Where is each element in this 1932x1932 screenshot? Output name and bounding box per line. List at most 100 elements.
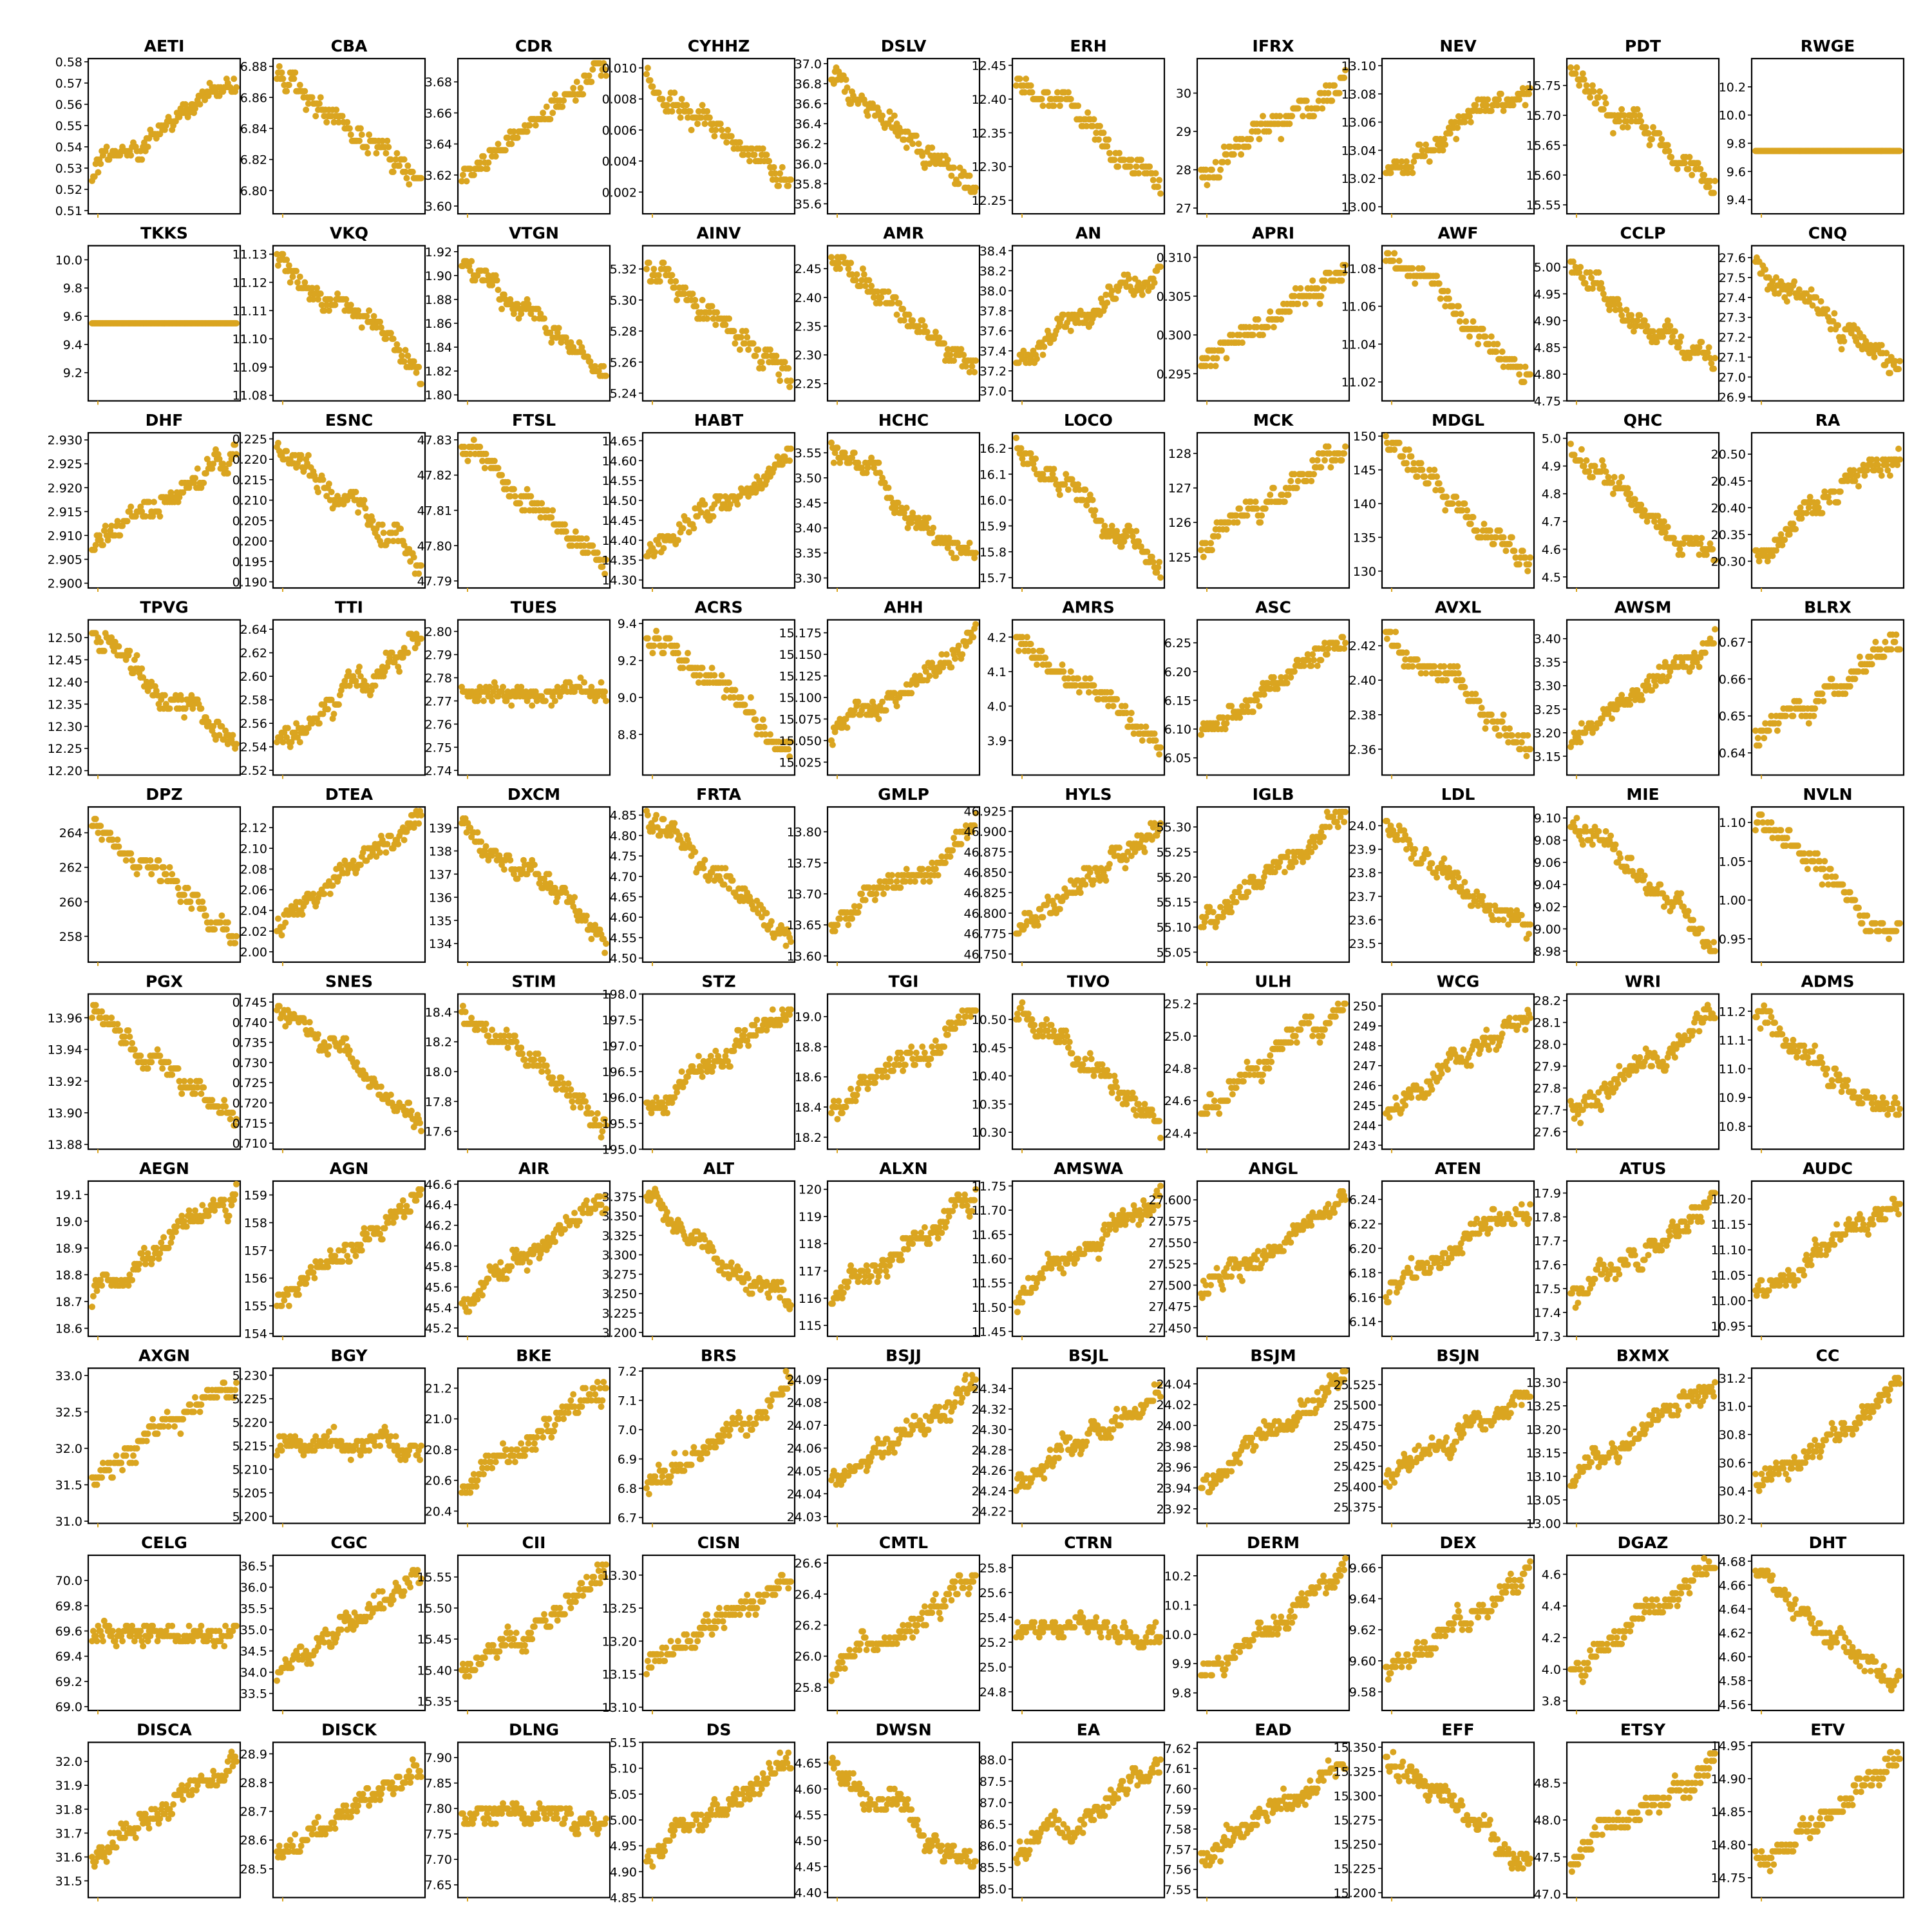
data-point (1590, 88, 1597, 95)
data-point (829, 741, 836, 748)
panel-title: ASC (1255, 598, 1291, 617)
data-point (674, 296, 681, 303)
data-point (773, 176, 780, 183)
y-tick-label: 27.6 (1719, 251, 1746, 265)
data-point (1583, 457, 1590, 464)
panel-title: TUES (511, 598, 557, 617)
data-point (100, 647, 108, 654)
data-point (1616, 301, 1623, 308)
y-tick-label: 6.15 (1164, 694, 1191, 708)
y-tick-label: 11.12 (232, 276, 267, 290)
data-point (1089, 497, 1096, 504)
y-tick-label: 0.002 (602, 185, 637, 200)
data-point (366, 131, 373, 138)
data-point (1318, 292, 1325, 299)
y-tick-label: 5.00 (1534, 261, 1561, 275)
data-point (1314, 457, 1321, 464)
data-point (1586, 468, 1593, 475)
y-tick-label: 2.930 (48, 433, 82, 448)
data-point (363, 144, 370, 151)
data-point (1122, 703, 1129, 710)
data-point (358, 131, 365, 138)
data-point (1110, 703, 1117, 710)
data-point (1508, 534, 1515, 541)
data-point (1516, 96, 1523, 103)
data-point (194, 465, 201, 472)
data-point (1475, 341, 1482, 348)
data-point (390, 168, 397, 175)
data-point (598, 679, 605, 686)
data-point (959, 651, 966, 658)
data-point (1660, 518, 1667, 525)
data-point (1039, 102, 1046, 109)
data-point (1283, 679, 1291, 687)
data-point (1082, 486, 1089, 493)
data-point (885, 484, 892, 491)
data-point (1605, 473, 1612, 480)
data-point (1522, 363, 1529, 370)
data-point (1309, 651, 1316, 658)
data-point (767, 731, 773, 738)
data-point (1217, 166, 1224, 173)
data-point (363, 313, 370, 319)
data-point (317, 94, 324, 101)
data-point (1139, 291, 1146, 298)
y-tick-label: 125 (1168, 551, 1191, 565)
y-tick-label: 12.50 (48, 631, 82, 645)
data-point (972, 184, 979, 191)
y-tick-label: 2.58 (240, 694, 267, 708)
data-point (1667, 323, 1674, 330)
data-point (893, 311, 900, 318)
data-point (1142, 723, 1150, 730)
y-tick-label: 14.30 (602, 574, 637, 588)
data-point (1157, 744, 1164, 751)
data-point (588, 79, 595, 86)
data-point (366, 307, 373, 314)
data-point (1598, 285, 1605, 292)
data-point (124, 518, 131, 525)
data-point (418, 635, 424, 642)
data-point (923, 328, 931, 336)
data-point (372, 682, 379, 689)
y-tick-label: 47.83 (417, 433, 452, 448)
data-point (559, 103, 566, 110)
y-tick-label: 4.90 (1534, 314, 1561, 328)
data-point (285, 262, 292, 269)
data-point (711, 133, 718, 140)
data-point (1278, 136, 1285, 142)
data-point (1152, 170, 1159, 177)
data-point (929, 144, 936, 151)
y-tick-label: 1.90 (425, 269, 452, 283)
data-point (1075, 675, 1081, 682)
data-point (551, 91, 558, 98)
data-point (743, 328, 750, 335)
data-point (495, 464, 502, 471)
data-point (97, 638, 104, 645)
y-tick-label: 2.52 (240, 764, 267, 778)
data-point (477, 159, 484, 166)
data-point (1580, 462, 1587, 469)
panel-title: ACRS (695, 598, 743, 617)
data-point (755, 346, 762, 353)
data-point (1342, 443, 1349, 450)
data-point (955, 180, 962, 187)
data-point (1511, 355, 1518, 363)
data-point (1252, 498, 1259, 506)
y-tick-label: 20.45 (1711, 475, 1746, 489)
data-point (233, 84, 240, 91)
panel-title: DSLV (881, 37, 927, 55)
data-point (737, 694, 744, 701)
data-point (866, 277, 873, 284)
data-point (1864, 467, 1871, 474)
data-point (659, 95, 666, 102)
data-point (274, 262, 281, 269)
panel-title: RA (1815, 411, 1841, 430)
data-point (1425, 480, 1432, 487)
y-tick-label: 0.225 (232, 433, 267, 447)
data-point (1819, 509, 1826, 516)
data-point (347, 131, 354, 138)
data-point (952, 655, 958, 662)
data-point (688, 126, 695, 133)
